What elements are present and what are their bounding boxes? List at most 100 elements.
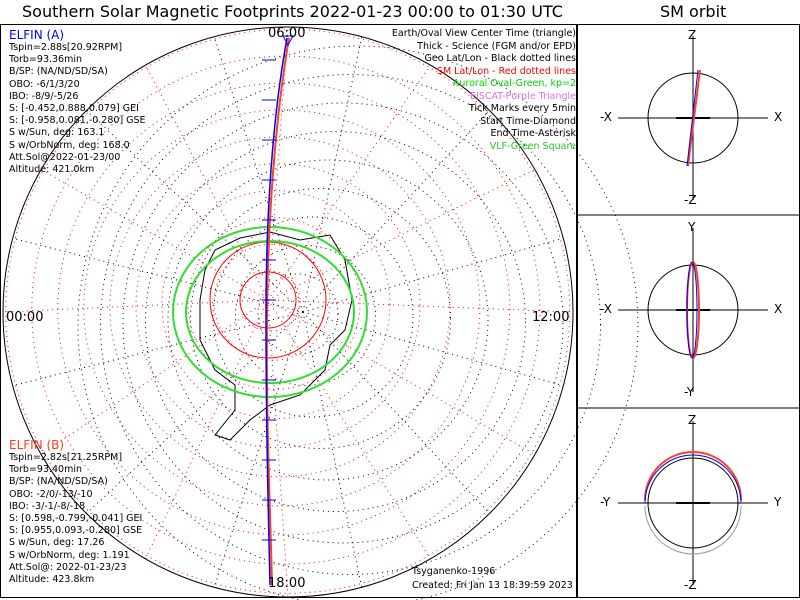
sm-latitude-circle bbox=[135, 163, 421, 449]
polar-map bbox=[2, 26, 639, 600]
earth-circle bbox=[647, 457, 739, 549]
info-line: S: [0.598,-0.799,-0.041] GEI bbox=[9, 513, 143, 525]
info-line: B/SP: (NA/ND/SD/SA) bbox=[9, 476, 108, 488]
geo-latitude-circle bbox=[257, 273, 339, 355]
elfin-a-track bbox=[265, 37, 288, 586]
orbit-axis-bottom: -Z bbox=[684, 193, 697, 207]
info-line: Altitude: 423.8km bbox=[9, 574, 95, 586]
info-line: Att.Sol@2022-01-23/00 bbox=[9, 151, 121, 163]
sm-longitude-line bbox=[267, 299, 431, 560]
created-label: Created: Fri Jan 13 18:39:59 2023 bbox=[412, 580, 573, 591]
info-line: Att.Sol@: 2022-01-23/23 bbox=[9, 561, 127, 573]
sm-longitude-line bbox=[40, 299, 269, 455]
orbit-axis-bottom: -Y bbox=[684, 385, 695, 399]
info-line: B/SP: (NA/ND/SD/SA) bbox=[9, 66, 108, 78]
legend-item: EISCAT-Purple Triangle bbox=[470, 90, 576, 102]
info-line: Tspin=2.88s[20.92RPM] bbox=[9, 42, 123, 53]
orbit-axis-right: Y bbox=[774, 495, 782, 509]
sm-longitude-line bbox=[267, 299, 574, 313]
time-label-right: 12:00 bbox=[532, 310, 570, 325]
legend-item: End Time-Asterisk bbox=[490, 128, 576, 139]
elfin-a-orbit bbox=[644, 454, 742, 504]
orbit-axis-left: -Y bbox=[600, 495, 611, 509]
info-line: OBO: -6/1/3/20 bbox=[9, 78, 80, 90]
elfin-b-track bbox=[265, 37, 290, 586]
info-line: IBO: -3/-1/-8/-18 bbox=[9, 500, 86, 512]
view-center-triangle bbox=[282, 35, 294, 47]
time-label-left: 00:00 bbox=[6, 310, 44, 325]
legend-item: Start Time-Diamond bbox=[480, 115, 576, 127]
elfin-b-name: ELFIN (B) bbox=[9, 438, 65, 452]
elfin-b-orbit bbox=[644, 451, 742, 501]
auroral-oval bbox=[185, 240, 355, 384]
legend: Earth/Oval View Center Time (triangle) Th… bbox=[392, 28, 576, 153]
info-line: Torb=93.36min bbox=[9, 54, 83, 66]
legend-item: Earth/Oval View Center Time (triangle) bbox=[391, 28, 576, 39]
geo-longitude-line bbox=[302, 237, 564, 313]
geo-latitude-circle bbox=[235, 245, 376, 386]
auroral-oval bbox=[172, 226, 368, 398]
elfin-a-name: ELFIN (A) bbox=[9, 28, 65, 42]
orbit-title: SM orbit bbox=[660, 2, 727, 21]
info-line: S: [-0.452,0.888,0.079] GEI bbox=[9, 103, 139, 115]
sm-longitude-line bbox=[40, 169, 269, 301]
info-line: IBO: -8/9/-5/26 bbox=[9, 90, 79, 102]
geo-latitude-circle bbox=[77, 45, 639, 600]
elfin-a-info: ELFIN (A) Tspin=2.88s[20.92RPM] Torb=93.… bbox=[9, 28, 146, 176]
info-line: S w/OrbNorm, deg: 1.191 bbox=[9, 549, 130, 561]
geo-latitude-circle bbox=[212, 216, 414, 418]
geo-latitude-circle bbox=[190, 188, 451, 449]
elfin-a-orbit bbox=[686, 261, 698, 359]
legend-item: Thick - Science (FGM and/or EPD) bbox=[417, 40, 576, 52]
legend-item: Tick Marks every 5min bbox=[468, 103, 576, 114]
orbit-axis-right: X bbox=[774, 302, 783, 316]
geo-longitude-line bbox=[12, 237, 304, 313]
elfin-b-orbit bbox=[687, 69, 701, 167]
sm-latitude-circle bbox=[161, 190, 391, 420]
map-frame bbox=[0, 24, 577, 598]
info-line: S w/Sun, deg: 163.1 bbox=[9, 127, 105, 139]
sm-latitude-circle bbox=[187, 216, 361, 390]
sm-longitude-line bbox=[267, 26, 289, 301]
sm-latitude-circle bbox=[83, 109, 481, 507]
info-line: S w/OrbNorm, deg: 168.0 bbox=[9, 139, 130, 151]
info-line: Torb=93.40min bbox=[9, 464, 83, 476]
antarctica-coastline bbox=[199, 231, 353, 441]
plot-title: Southern Solar Magnetic Footprints 2022-… bbox=[22, 2, 563, 21]
sm-latitude-circle bbox=[31, 55, 541, 565]
legend-item: Geo Lat/Lon - Black dotted lines bbox=[424, 53, 576, 64]
info-line: Altitude: 421.0km bbox=[9, 164, 95, 176]
elfin-b-info: ELFIN (B) Tspin=2.82s[21.25RPM] Torb=93.… bbox=[9, 438, 142, 586]
legend-item: Auroral Oval-Green, kp=2 bbox=[452, 78, 576, 89]
sm-latitude-circle bbox=[239, 270, 301, 332]
info-line: OBO: -2/0/-13/-10 bbox=[9, 488, 93, 500]
geo-latitude-circle bbox=[122, 102, 564, 544]
geo-latitude-circle bbox=[145, 131, 526, 512]
geo-longitude-line bbox=[302, 311, 363, 588]
orbit-axis-left: -X bbox=[600, 110, 612, 124]
info-line: S: [-0.958,0.081,-0.280] GSE bbox=[9, 115, 146, 127]
orbit-axis-top: Y bbox=[688, 220, 696, 234]
model-label: Tsyganenko-1996 bbox=[412, 566, 496, 577]
earth-circle bbox=[647, 264, 739, 356]
geo-latitude-circle bbox=[167, 159, 489, 481]
sm-longitude-line bbox=[145, 64, 269, 301]
sm-latitude-circle bbox=[5, 28, 571, 594]
time-label-top: 06:00 bbox=[268, 26, 306, 41]
sm-longitude-line bbox=[145, 299, 269, 560]
legend-item: VLF-Green Square bbox=[489, 140, 576, 152]
info-line: S w/Sun, deg: 17.26 bbox=[9, 537, 105, 549]
geo-latitude-circle bbox=[100, 74, 601, 575]
info-line: Tspin=2.82s[21.25RPM] bbox=[9, 452, 123, 463]
orbit-axis-right: X bbox=[774, 110, 783, 124]
sm-latitude-circle bbox=[109, 136, 451, 478]
info-line: S: [0.955,0.093,-0.280] GSE bbox=[9, 525, 143, 537]
earth-circle bbox=[647, 72, 739, 164]
geo-longitude-line bbox=[302, 311, 490, 514]
time-label-bottom: 18:00 bbox=[268, 576, 306, 591]
geo-longitude-line bbox=[302, 110, 490, 313]
sm-latitude-circle bbox=[213, 243, 331, 361]
geo-longitude-line bbox=[12, 311, 304, 387]
